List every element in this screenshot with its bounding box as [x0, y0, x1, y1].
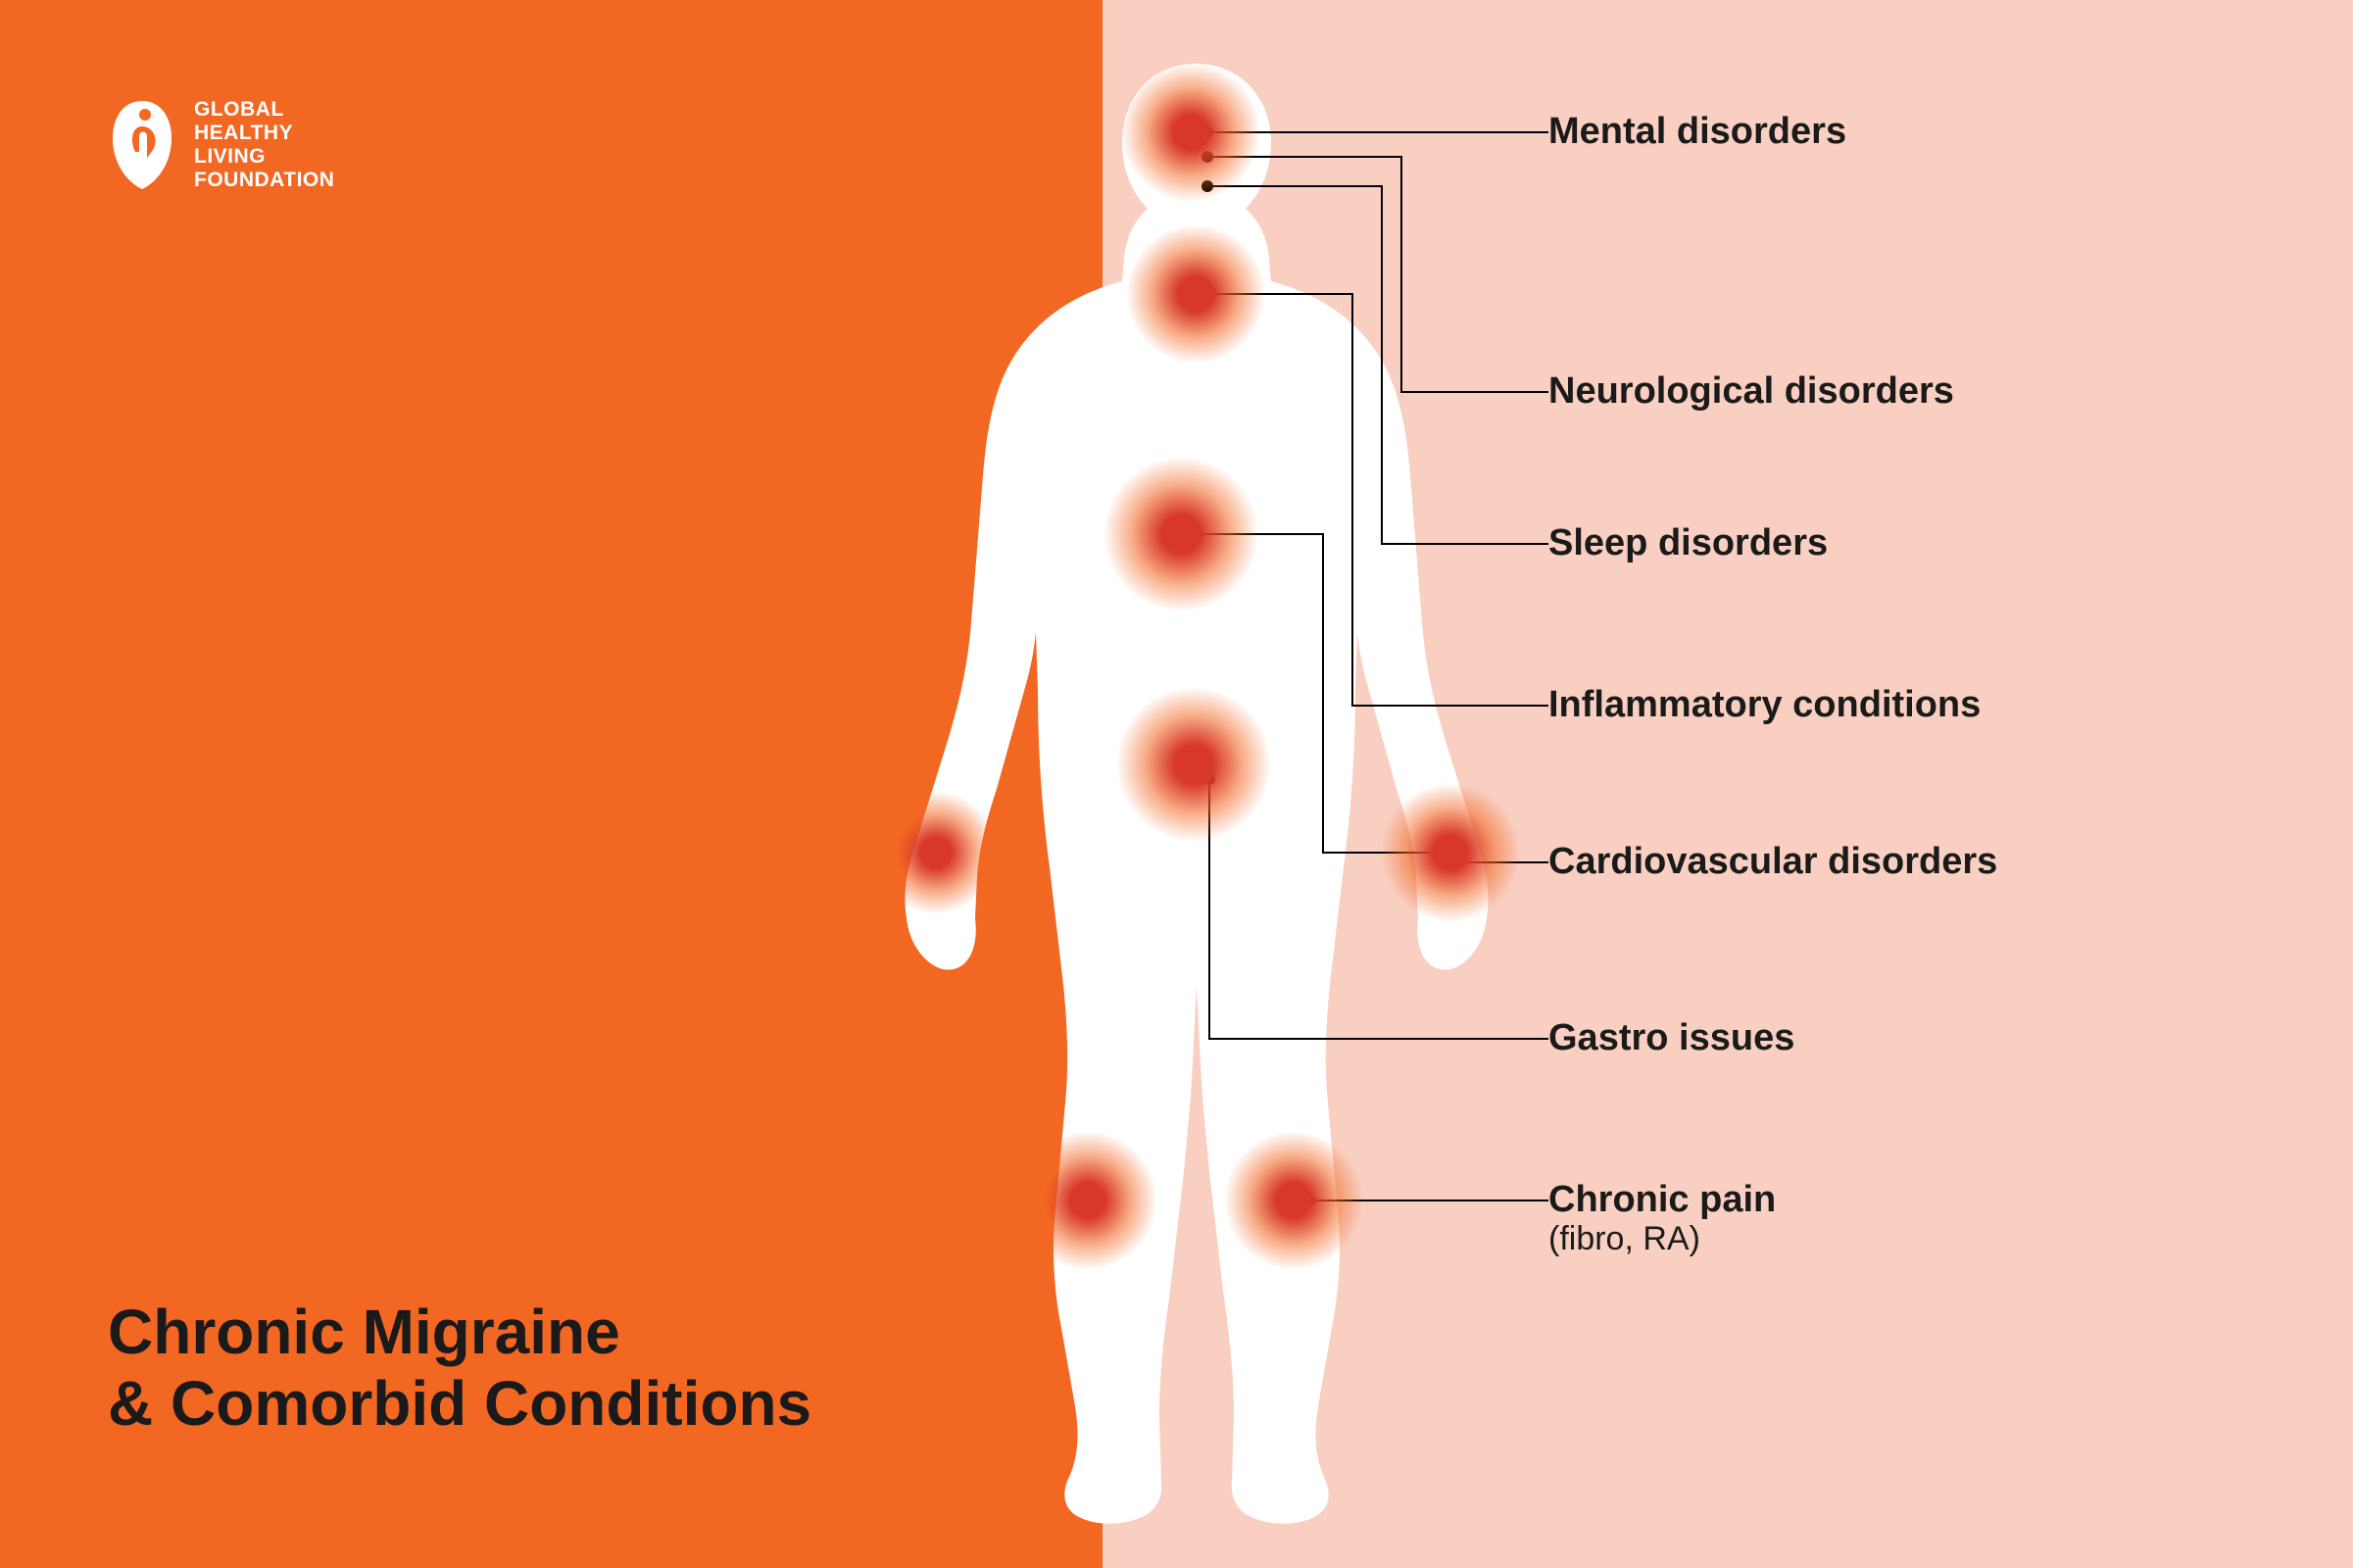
title-line1: Chronic Migraine [108, 1297, 811, 1369]
title-line2: & Comorbid Conditions [108, 1368, 811, 1441]
label-subtext: (fibro, RA) [1548, 1221, 1776, 1257]
label-mental: Mental disorders [1548, 112, 1846, 153]
org-logo-line4: FOUNDATION [194, 169, 334, 192]
label-text: Gastro issues [1548, 1017, 1794, 1058]
org-logo-icon [108, 101, 176, 189]
human-body-silhouette [887, 64, 1504, 1524]
label-text: Inflammatory conditions [1548, 684, 1981, 725]
label-inflam: Inflammatory conditions [1548, 685, 1981, 726]
label-gastro: Gastro issues [1548, 1018, 1794, 1059]
label-text: Mental disorders [1548, 111, 1846, 152]
label-cardio: Cardiovascular disorders [1548, 842, 1997, 883]
org-logo-line2: HEALTHY [194, 122, 334, 145]
label-text: Sleep disorders [1548, 522, 1828, 564]
label-chronic: Chronic pain(fibro, RA) [1548, 1180, 1776, 1257]
label-text: Neurological disorders [1548, 370, 1954, 412]
infographic-title: Chronic Migraine & Comorbid Conditions [108, 1297, 811, 1441]
label-text: Chronic pain [1548, 1179, 1776, 1220]
infographic-stage: GLOBAL HEALTHY LIVING FOUNDATION Chronic… [0, 0, 2353, 1568]
org-logo-line3: LIVING [194, 145, 334, 169]
label-text: Cardiovascular disorders [1548, 841, 1997, 882]
label-sleep: Sleep disorders [1548, 523, 1828, 564]
label-neuro: Neurological disorders [1548, 371, 1954, 413]
org-logo-text: GLOBAL HEALTHY LIVING FOUNDATION [194, 98, 334, 193]
org-logo-line1: GLOBAL [194, 98, 334, 122]
org-logo: GLOBAL HEALTHY LIVING FOUNDATION [108, 98, 334, 193]
